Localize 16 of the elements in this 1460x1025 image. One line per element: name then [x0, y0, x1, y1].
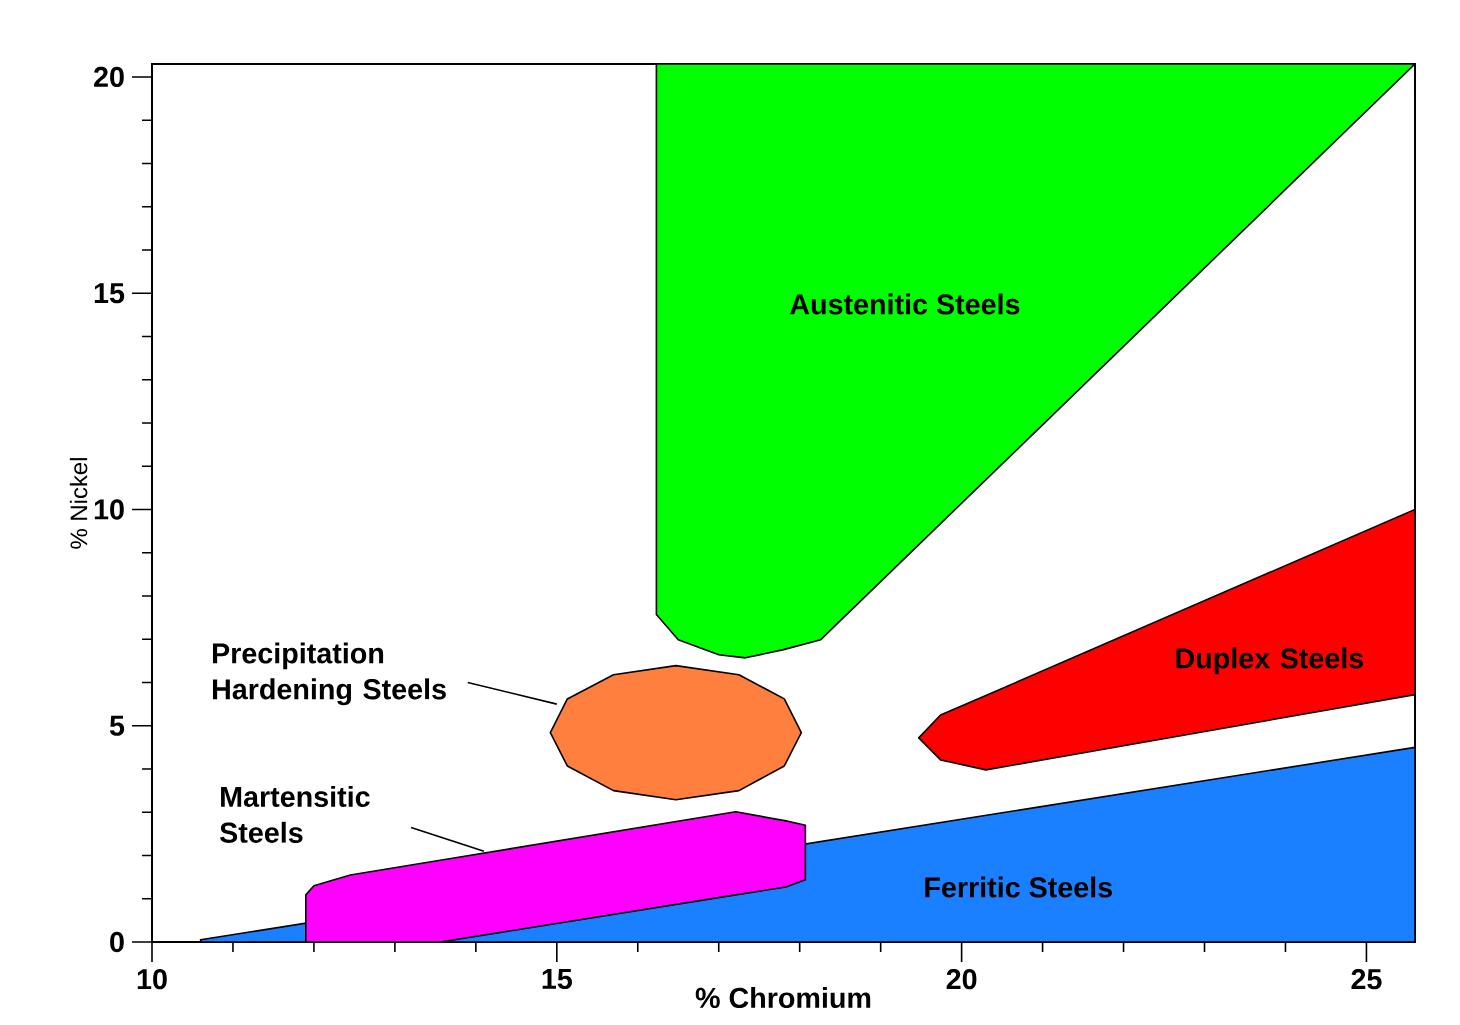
y-tick-label: 20: [94, 66, 124, 88]
y-tick-label: 10: [94, 499, 124, 520]
y-tick-label: 0: [110, 931, 124, 953]
series-label: Duplex Steels: [1176, 647, 1364, 675]
y-tick-label: 5: [109, 715, 125, 736]
y-tick-label: 15: [94, 283, 125, 304]
x-tick-label: 25: [1351, 969, 1382, 990]
x-tick-label: 20: [946, 969, 977, 990]
x-tick-label: 10: [137, 969, 167, 990]
series-label: Martensitic Steels: [219, 785, 370, 843]
x-axis-title: % Chromium: [695, 987, 871, 1009]
x-tick-label: 15: [542, 969, 572, 990]
y-axis-title: % Nickel: [69, 458, 88, 549]
series-label: Austenitic Steels: [790, 293, 1020, 315]
series-label: Ferritic Steels: [925, 876, 1112, 898]
legend-label: Precipitation Hardening Steels: [212, 642, 446, 706]
